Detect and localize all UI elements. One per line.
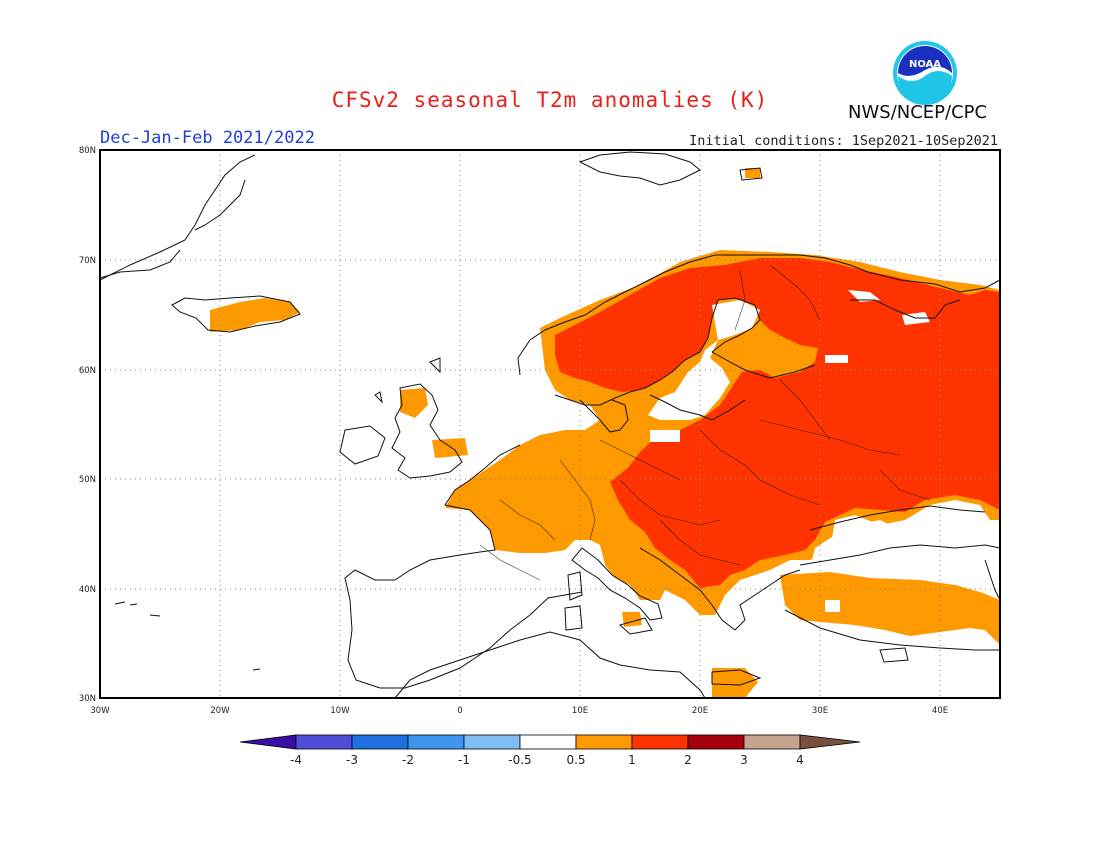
grid-lines: [100, 150, 1000, 698]
colorbar-label-1: 1: [628, 753, 636, 767]
colorbar-label-m05: -0.5: [508, 753, 531, 767]
map-title: CFSv2 seasonal T2m anomalies (K): [331, 88, 769, 112]
lat-label-30: 30N: [79, 694, 96, 704]
colorbar-label-3: 3: [740, 753, 748, 767]
noaa-logo: NOAA: [893, 41, 957, 105]
lat-label-80: 80N: [79, 146, 96, 156]
lon-label-10w: 10W: [330, 706, 350, 716]
colorbar-labels: -4 -3 -2 -1 -0.5 0.5 1 2 3 4: [290, 753, 804, 767]
lon-label-0: 0: [457, 706, 462, 716]
colorbar-swatch-1-2: [631, 734, 689, 750]
lon-label-20e: 20E: [692, 706, 708, 716]
agency-label: NWS/NCEP/CPC: [848, 102, 988, 123]
colorbar: [239, 734, 861, 750]
season-label: Dec-Jan-Feb 2021/2022: [100, 128, 315, 148]
lat-label-50: 50N: [79, 475, 96, 485]
lat-label-70: 70N: [79, 256, 96, 266]
colorbar-swatch-2-3: [687, 734, 745, 750]
colorbar-swatch-4-3: [295, 734, 353, 750]
lon-label-10e: 10E: [572, 706, 588, 716]
colorbar-label-4: 4: [796, 753, 804, 767]
colorbar-swatch-neutral: [519, 734, 577, 750]
lon-label-40e: 40E: [932, 706, 948, 716]
colorbar-swatch-05-1: [575, 734, 633, 750]
colorbar-swatch-above-4: [799, 734, 861, 750]
lon-label-30w: 30W: [90, 706, 110, 716]
lon-label-30e: 30E: [812, 706, 828, 716]
colorbar-swatch-2-1: [407, 734, 465, 750]
colorbar-label-m3: -3: [346, 753, 358, 767]
colorbar-label-m4: -4: [290, 753, 302, 767]
lat-label-60: 60N: [79, 366, 96, 376]
colorbar-swatch-3-4: [743, 734, 801, 750]
anomaly-area-strong: [555, 258, 1000, 588]
lon-label-20w: 20W: [210, 706, 230, 716]
lat-axis: 80N 70N 60N 50N 40N 30N: [79, 146, 96, 704]
colorbar-label-05: 0.5: [566, 753, 585, 767]
colorbar-swatch-1-05: [463, 734, 521, 750]
anomaly-shading: [210, 168, 1000, 698]
initial-conditions-label: Initial conditions: 1Sep2021-10Sep2021: [689, 133, 998, 149]
lat-label-40: 40N: [79, 585, 96, 595]
colorbar-swatch-3-2: [351, 734, 409, 750]
colorbar-label-m1: -1: [458, 753, 470, 767]
anomaly-gap-baltic: [648, 290, 1000, 612]
lon-axis: 30W 20W 10W 0 10E 20E 30E 40E: [90, 706, 948, 716]
colorbar-swatch-below-4: [239, 734, 297, 750]
map-frame: [99, 149, 1001, 699]
noaa-logo-text: NOAA: [909, 59, 941, 70]
colorbar-label-m2: -2: [402, 753, 414, 767]
colorbar-label-2: 2: [684, 753, 692, 767]
coastlines: [99, 151, 1001, 699]
country-borders: [479, 264, 931, 581]
